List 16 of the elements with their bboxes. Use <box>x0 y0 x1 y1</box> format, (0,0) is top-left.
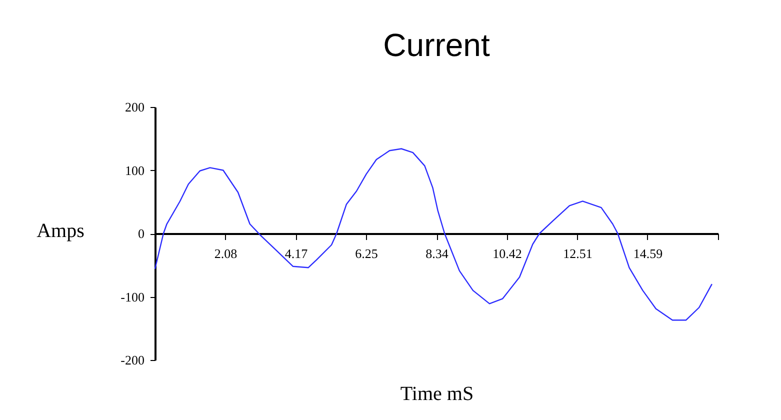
y-axis-title: Amps <box>36 220 85 242</box>
x-tick-label: 12.51 <box>563 246 592 261</box>
chart-title: Current <box>383 27 490 63</box>
y-tick-label: -200 <box>120 352 144 368</box>
x-tick-label: 10.42 <box>492 246 522 261</box>
x-tick-label: 14.59 <box>633 246 663 261</box>
x-axis-title: Time mS <box>400 383 474 405</box>
y-tick-label: 100 <box>125 162 144 178</box>
y-tick-label: 0 <box>138 226 144 241</box>
x-tick-label: 4.17 <box>284 246 308 261</box>
y-tick-label: 200 <box>125 100 144 114</box>
x-tick-label: 8.34 <box>426 246 449 261</box>
x-tick-label: 2.08 <box>214 246 238 261</box>
x-tick-label: 6.25 <box>355 246 378 261</box>
y-tick-label: -100 <box>120 289 144 304</box>
line-series <box>154 148 713 321</box>
